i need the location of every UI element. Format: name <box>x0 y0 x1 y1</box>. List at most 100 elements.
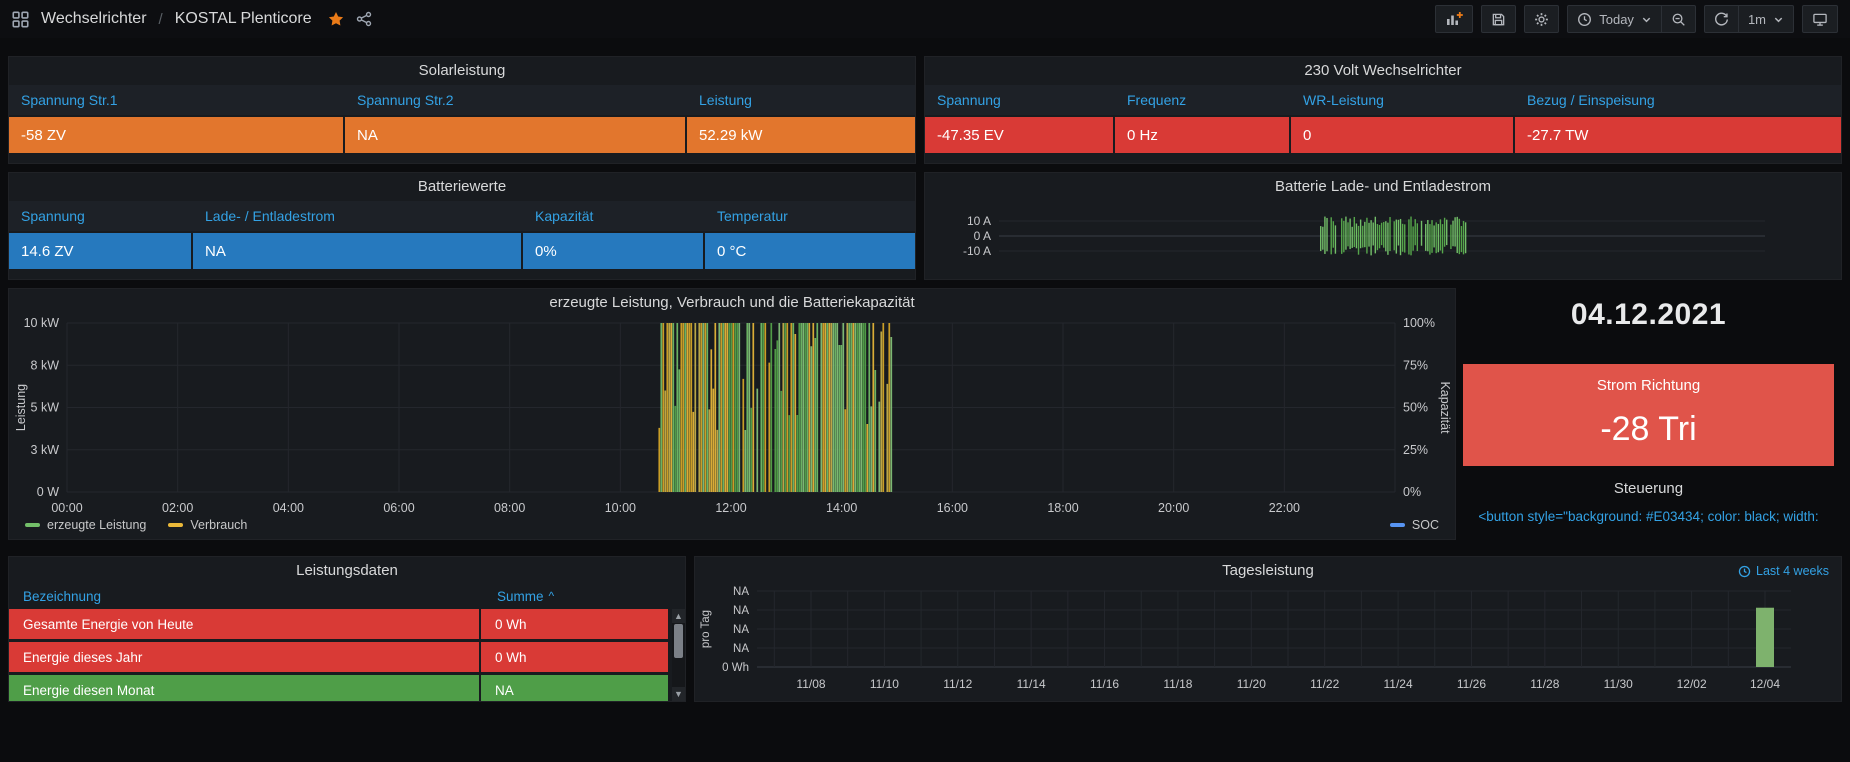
monitor-icon <box>1813 13 1827 26</box>
refresh-interval-button[interactable]: 1m <box>1739 6 1793 32</box>
battery-current-chart[interactable]: 10 A0 A-10 A <box>929 197 1835 279</box>
battery-col-header: Temperatur <box>717 208 788 224</box>
column-header-bezeichnung[interactable]: Bezeichnung <box>23 588 102 604</box>
panel-solarleistung: Solarleistung Spannung Str.1 Spannung St… <box>8 56 916 164</box>
svg-text:18:00: 18:00 <box>1047 501 1078 515</box>
wr230-value-cell: 0 Hz <box>1115 117 1289 153</box>
svg-text:0%: 0% <box>1403 485 1421 499</box>
time-range-button[interactable]: Today <box>1568 6 1661 32</box>
svg-text:06:00: 06:00 <box>383 501 414 515</box>
save-dashboard-button[interactable] <box>1481 5 1517 33</box>
breadcrumb-separator: / <box>158 10 163 28</box>
svg-text:16:00: 16:00 <box>937 501 968 515</box>
svg-text:0 Wh: 0 Wh <box>722 662 749 674</box>
legend-label: Verbrauch <box>190 518 248 532</box>
current-date-display: 04.12.2021 <box>1570 298 1727 331</box>
dashboard-toolbar: Today 1m <box>1435 5 1838 33</box>
svg-text:8 kW: 8 kW <box>31 358 60 372</box>
leistungsdaten-rows: Gesamte Energie von Heute 0 Wh Energie d… <box>9 609 685 701</box>
battery-value-cell: 0 °C <box>705 233 915 269</box>
panel-tagesleistung: Tagesleistung Last 4 weeks NA NA NA NA 0 Wh 1… <box>694 556 1842 702</box>
daily-chart[interactable]: NA NA NA NA 0 Wh 11/08 11/10 11/12 11/14 11/16 11/… <box>695 583 1841 699</box>
svg-text:12:00: 12:00 <box>715 501 746 515</box>
star-icon[interactable] <box>328 11 344 27</box>
strom-richtung-title[interactable]: Strom Richtung <box>1596 377 1701 394</box>
power-chart[interactable]: 10 kW 100% 8 kW 75% 5 kW 50% 3 kW 25% 0 W 0% 00:00… <box>9 311 1455 517</box>
solar-col-header: Leistung <box>699 92 752 108</box>
svg-text:12/04: 12/04 <box>1750 677 1780 691</box>
svg-text:22:00: 22:00 <box>1269 501 1300 515</box>
row-sum-cell: 0 Wh <box>481 609 668 639</box>
panel-title-batterie-strom[interactable]: Batterie Lade- und Entladestrom <box>1275 177 1491 195</box>
steuerung-title[interactable]: Steuerung <box>1613 480 1684 497</box>
legend-label: SOC <box>1411 518 1439 532</box>
svg-text:-10 A: -10 A <box>963 244 991 258</box>
legend-soc[interactable]: SOC <box>1389 518 1439 532</box>
wr230-col-header: Spannung <box>937 92 1001 108</box>
legend-color-swatch <box>25 523 40 527</box>
scroll-up-button[interactable]: ▲ <box>672 609 685 623</box>
add-panel-button[interactable] <box>1435 5 1474 33</box>
legend-color-swatch <box>1389 523 1405 527</box>
svg-text:11/14: 11/14 <box>1017 677 1046 691</box>
scrollbar-thumb[interactable] <box>674 624 683 658</box>
svg-text:100%: 100% <box>1403 316 1435 330</box>
legend-verbrauch[interactable]: Verbrauch <box>168 518 247 532</box>
svg-text:NA: NA <box>733 624 749 636</box>
right-column: 04.12.2021 Strom Richtung -28 Tri Steuer… <box>1455 288 1842 540</box>
refresh-button[interactable] <box>1705 6 1738 32</box>
svg-text:Leistung: Leistung <box>14 384 28 431</box>
time-range-link-label: Last 4 weeks <box>1756 564 1829 578</box>
panel-title-leistungsdaten[interactable]: Leistungsdaten <box>296 561 398 579</box>
svg-text:11/30: 11/30 <box>1604 677 1633 691</box>
table-row: Gesamte Energie von Heute 0 Wh <box>9 609 685 639</box>
table-row: Energie diesen Monat NA <box>9 675 685 701</box>
share-icon[interactable] <box>356 11 372 27</box>
row-name-cell: Energie diesen Monat <box>9 675 479 701</box>
legend-erzeugte-leistung[interactable]: erzeugte Leistung <box>25 518 146 532</box>
solar-col-header: Spannung Str.1 <box>21 92 118 108</box>
battery-col-header: Kapazität <box>535 208 594 224</box>
row-sum-cell: NA <box>481 675 668 701</box>
svg-text:25%: 25% <box>1403 443 1428 457</box>
wr230-value-cell: -27.7 TW <box>1515 117 1841 153</box>
svg-text:11/28: 11/28 <box>1530 677 1559 691</box>
steuerung-code-text[interactable]: <button style="background: #E03434; colo… <box>1478 509 1819 524</box>
solar-value-cell: 52.29 kW <box>687 117 915 153</box>
leistungsdaten-header-row: Bezeichnung Summe ^ <box>9 583 685 609</box>
zoom-out-button[interactable] <box>1662 6 1695 32</box>
svg-text:10 A: 10 A <box>967 214 991 228</box>
svg-text:10 kW: 10 kW <box>24 316 60 330</box>
column-header-summe[interactable]: Summe ^ <box>497 588 555 604</box>
solar-col-header: Spannung Str.2 <box>357 92 454 108</box>
panel-title-batteriewerte[interactable]: Batteriewerte <box>417 177 507 195</box>
svg-text:11/20: 11/20 <box>1237 677 1266 691</box>
refresh-icon <box>1714 12 1728 25</box>
panel-title-solarleistung[interactable]: Solarleistung <box>418 61 506 79</box>
panel-title-power-chart[interactable]: erzeugte Leistung, Verbrauch und die Bat… <box>549 293 915 311</box>
legend-label: erzeugte Leistung <box>47 518 147 532</box>
panel-title-tagesleistung[interactable]: Tagesleistung <box>1222 561 1314 579</box>
svg-text:20:00: 20:00 <box>1158 501 1189 515</box>
chevron-down-icon <box>1774 17 1783 22</box>
wr230-col-header: WR-Leistung <box>1303 92 1384 108</box>
dashboard-settings-button[interactable] <box>1524 5 1560 33</box>
breadcrumb-section[interactable]: Wechselrichter <box>41 10 147 27</box>
svg-text:11/10: 11/10 <box>870 677 899 691</box>
apps-grid-icon[interactable] <box>12 10 29 28</box>
battery-col-header: Lade- / Entladestrom <box>205 208 335 224</box>
svg-text:11/24: 11/24 <box>1384 677 1413 691</box>
time-range-link[interactable]: Last 4 weeks <box>1738 564 1829 578</box>
svg-text:00:00: 00:00 <box>51 501 82 515</box>
panel-title-230v[interactable]: 230 Volt Wechselrichter <box>1304 61 1462 79</box>
wr230-col-header: Frequenz <box>1127 92 1187 108</box>
panel-230v-wechselrichter: 230 Volt Wechselrichter Spannung Frequen… <box>924 56 1842 164</box>
svg-text:11/26: 11/26 <box>1457 677 1486 691</box>
solar-header-row: Spannung Str.1 Spannung Str.2 Leistung <box>9 85 915 115</box>
breadcrumb-page[interactable]: KOSTAL Plenticore <box>174 10 312 27</box>
panel-batteriewerte: Batteriewerte Spannung Lade- / Entladest… <box>8 172 916 280</box>
cycle-view-mode-button[interactable] <box>1802 5 1838 33</box>
scroll-down-button[interactable]: ▼ <box>672 687 685 701</box>
svg-text:NA: NA <box>733 605 749 617</box>
svg-text:10:00: 10:00 <box>605 501 636 515</box>
